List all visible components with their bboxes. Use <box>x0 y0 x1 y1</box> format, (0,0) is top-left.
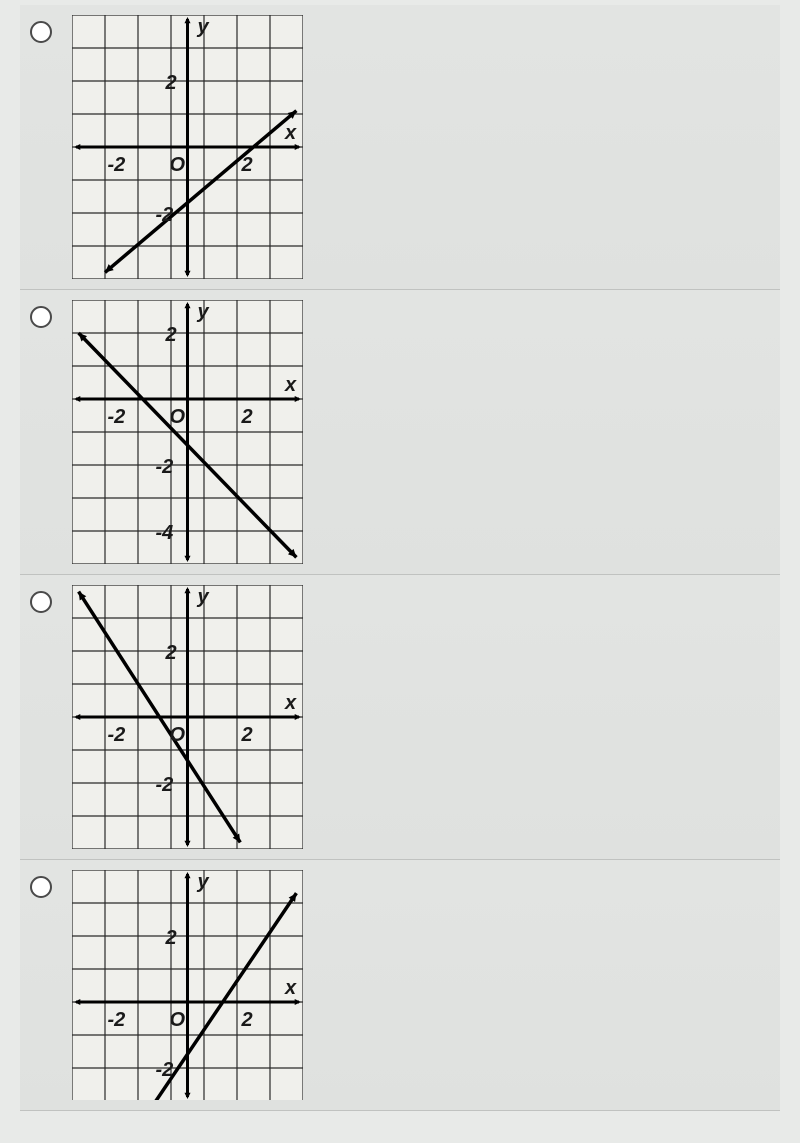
svg-text:2: 2 <box>165 927 177 949</box>
line-graph-3: 2 -2 O 2 -2 y x <box>72 585 303 849</box>
radio-button[interactable] <box>30 591 52 613</box>
option-row[interactable]: 2 -2 O 2 -2 -4 y x <box>20 290 780 575</box>
svg-text:-2: -2 <box>108 1009 126 1031</box>
option-row[interactable]: 2 -2 O 2 -2 y x <box>20 575 780 860</box>
svg-text:y: y <box>197 586 210 608</box>
svg-text:x: x <box>284 122 297 144</box>
option-row[interactable]: 2 -2 O 2 -2 y x <box>20 860 780 1111</box>
line-graph-4: 2 -2 O 2 -2 y x <box>72 870 303 1100</box>
svg-text:-2: -2 <box>108 724 126 746</box>
svg-text:2: 2 <box>165 324 177 346</box>
radio-button[interactable] <box>30 876 52 898</box>
svg-text:2: 2 <box>165 642 177 664</box>
line-graph-1: 2 -2 O 2 -2 y x <box>72 15 303 279</box>
svg-text:y: y <box>197 16 210 38</box>
radio-button[interactable] <box>30 306 52 328</box>
option-row[interactable]: 2 -2 O 2 -2 y x <box>20 5 780 290</box>
svg-text:O: O <box>170 154 186 176</box>
svg-text:y: y <box>197 301 210 323</box>
svg-text:x: x <box>284 692 297 714</box>
svg-text:2: 2 <box>165 72 177 94</box>
svg-text:-2: -2 <box>156 774 174 796</box>
svg-text:O: O <box>170 406 186 428</box>
svg-text:-2: -2 <box>156 1059 174 1081</box>
radio-button[interactable] <box>30 21 52 43</box>
svg-text:-2: -2 <box>156 456 174 478</box>
svg-text:O: O <box>170 724 186 746</box>
svg-text:2: 2 <box>241 154 253 176</box>
svg-text:x: x <box>284 374 297 396</box>
svg-text:-4: -4 <box>156 522 174 544</box>
quiz-options: 2 -2 O 2 -2 y x 2 -2 O 2 -2 -4 y x 2 -2 O 2 -2 y x 2 -2 O 2 -2 y x <box>0 0 800 1111</box>
line-graph-2: 2 -2 O 2 -2 -4 y x <box>72 300 303 564</box>
svg-text:-2: -2 <box>108 154 126 176</box>
svg-text:-2: -2 <box>108 406 126 428</box>
svg-text:-2: -2 <box>156 204 174 226</box>
svg-text:y: y <box>197 871 210 893</box>
svg-text:2: 2 <box>241 724 253 746</box>
svg-text:O: O <box>170 1009 186 1031</box>
svg-text:2: 2 <box>241 406 253 428</box>
svg-text:2: 2 <box>241 1009 253 1031</box>
svg-text:x: x <box>284 977 297 999</box>
